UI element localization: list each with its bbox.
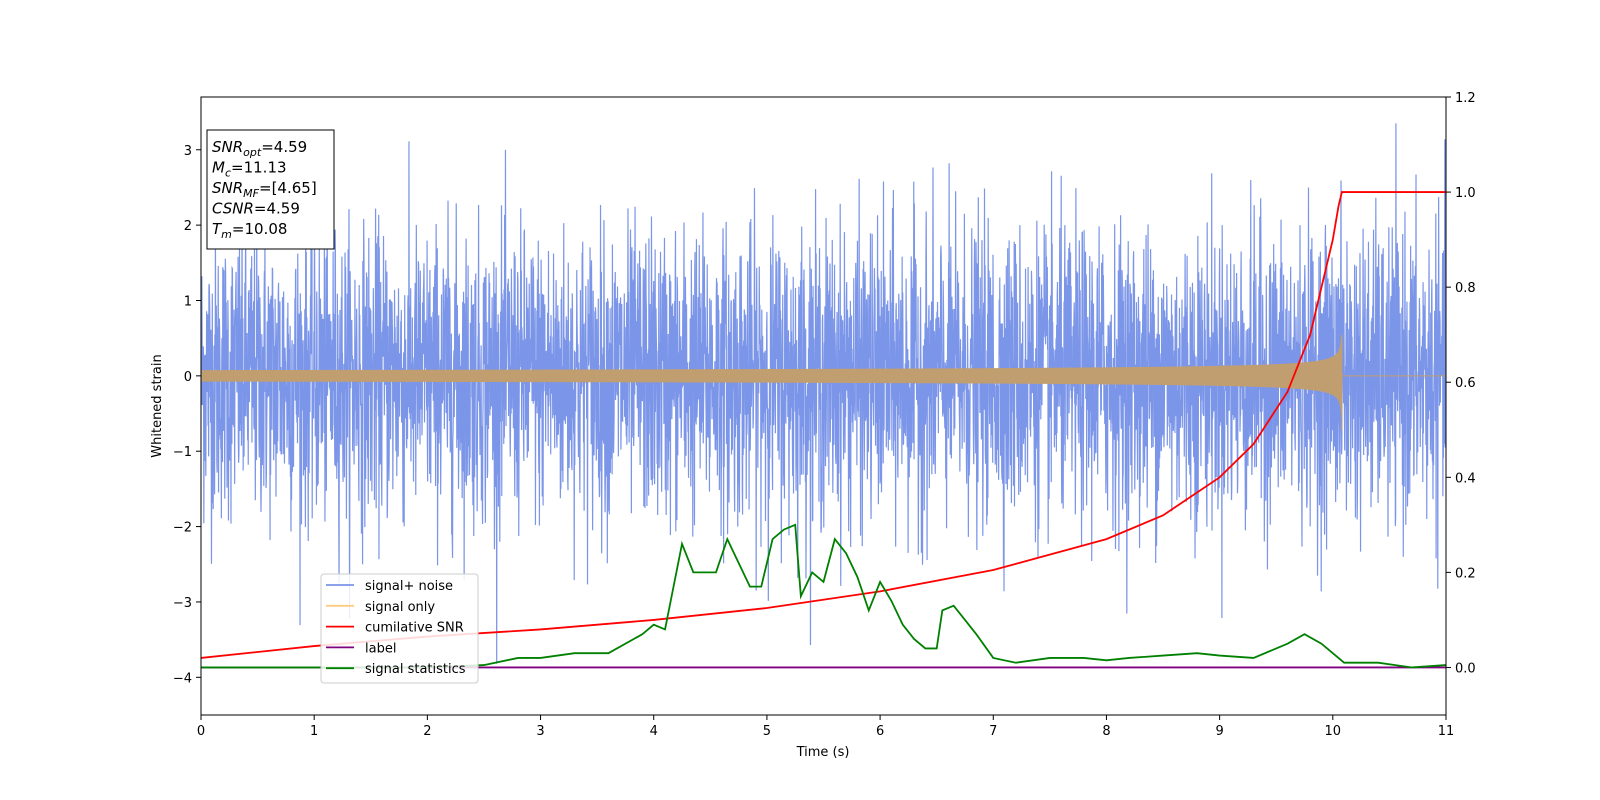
y-axis-label: Whitened strain	[150, 354, 165, 457]
y-right-tick-label: 1.0	[1455, 186, 1476, 201]
x-tick-label: 9	[1215, 724, 1223, 739]
legend-label: signal only	[365, 600, 435, 615]
y-left-tick-label: 2	[184, 219, 192, 234]
stats-line: Tm=10.08	[212, 220, 287, 241]
y-left-tick-label: −1	[173, 445, 192, 460]
y-axis-right: 0.0 0.2 0.4 0.6 0.8 1.0 1.2	[1446, 91, 1476, 676]
x-tick-label: 4	[650, 724, 658, 739]
x-tick-label: 3	[536, 724, 544, 739]
x-tick-label: 7	[989, 724, 997, 739]
legend: signal+ noise signal only cumilative SNR la…	[320, 573, 479, 684]
x-tick-label: 6	[876, 724, 884, 739]
y-right-tick-label: 0.8	[1455, 281, 1476, 296]
y-left-tick-label: −4	[173, 671, 192, 686]
x-axis: 0 1 2 3 4 5 6 7 8 9 10 11	[197, 715, 1454, 739]
series-cumilative-snr	[201, 191, 1446, 659]
y-right-tick-label: 0.2	[1455, 566, 1476, 581]
legend-label: label	[365, 641, 396, 656]
stats-line: SNRopt=4.59	[212, 138, 307, 159]
legend-label: signal statistics	[365, 662, 466, 677]
y-right-tick-label: 0.0	[1455, 661, 1476, 676]
stats-line: SNRMF=[4.65]	[212, 179, 317, 200]
series-signal-statistics	[201, 523, 1446, 669]
y-left-tick-label: 0	[184, 370, 192, 385]
stats-box-frame	[206, 129, 335, 250]
x-tick-label: 11	[1438, 724, 1455, 739]
x-tick-label: 10	[1325, 724, 1342, 739]
x-tick-label: 5	[763, 724, 771, 739]
legend-label: cumilative SNR	[365, 621, 464, 636]
x-tick-label: 2	[423, 724, 431, 739]
x-tick-label: 0	[197, 724, 205, 739]
y-right-tick-label: 0.6	[1455, 376, 1476, 391]
plot-frame	[200, 96, 1447, 716]
y-right-tick-label: 1.2	[1455, 91, 1476, 106]
stats-line: CSNR=4.59	[212, 200, 300, 218]
series-signal-only	[201, 335, 1446, 431]
y-left-tick-label: 3	[184, 144, 192, 159]
stats-line: Mc=11.13	[212, 159, 287, 180]
legend-label: signal+ noise	[365, 579, 453, 594]
y-left-tick-label: −2	[173, 521, 192, 536]
x-axis-label: Time (s)	[796, 745, 850, 760]
x-tick-label: 1	[310, 724, 318, 739]
y-right-tick-label: 0.4	[1455, 471, 1476, 486]
stats-box: SNRopt=4.59Mc=11.13SNRMF=[4.65]CSNR=4.59…	[206, 129, 335, 250]
y-left-tick-label: −3	[173, 596, 192, 611]
legend-frame	[320, 573, 479, 684]
y-left-tick-label: 1	[184, 294, 192, 309]
y-axis-left: −4 −3 −2 −1 0 1 2 3	[173, 144, 201, 686]
x-tick-label: 8	[1102, 724, 1110, 739]
